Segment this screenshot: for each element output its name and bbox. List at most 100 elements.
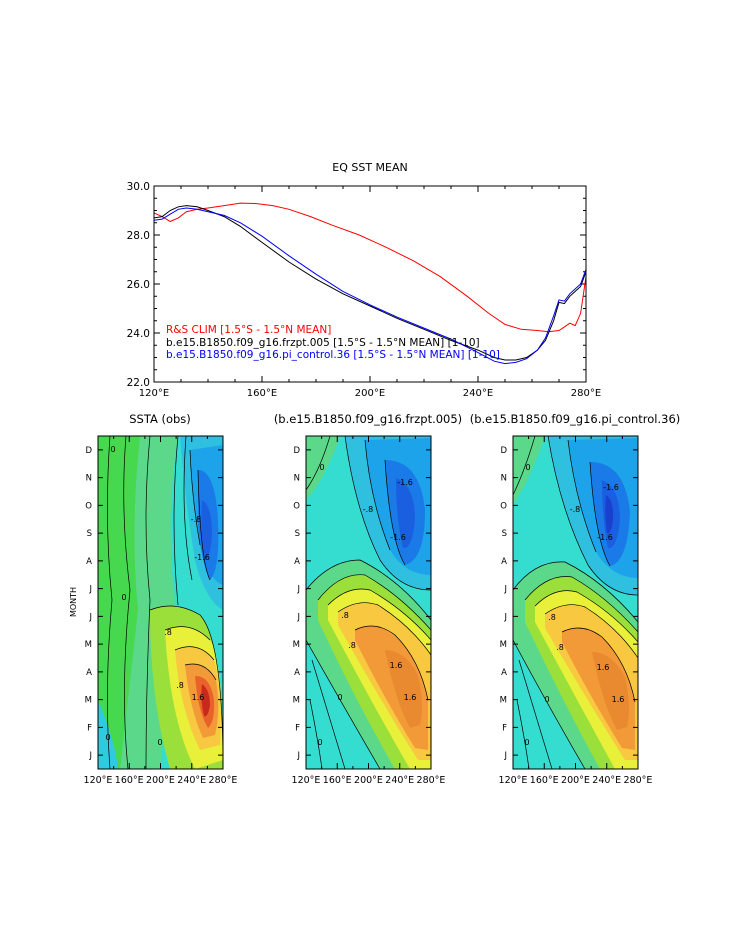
month-label: J — [88, 751, 92, 761]
month-label: J — [503, 612, 507, 622]
contour-label: -.8 — [191, 515, 202, 524]
heatmap-picontrol-title: (b.e15.B1850.f09_g16.pi_control.36) — [470, 412, 681, 426]
month-label: M — [500, 696, 507, 706]
contour-label: 0 — [105, 733, 110, 742]
contour-label: 1.6 — [404, 693, 417, 702]
month-label: D — [293, 446, 300, 456]
heatmap-panel-frzpt: (b.e15.B1850.f09_g16.frzpt.005) — [274, 412, 462, 786]
month-label: M — [85, 640, 92, 650]
y-tick-label: 24.0 — [127, 328, 150, 340]
heatmap-picontrol-field — [513, 436, 638, 769]
x-tick-label: 280°E — [417, 775, 446, 786]
month-label: O — [293, 501, 300, 511]
contour-label: 0 — [157, 738, 162, 747]
contour-label: 1.6 — [612, 695, 625, 704]
month-label: N — [501, 474, 507, 484]
heatmap-frzpt-field — [306, 436, 431, 769]
month-label: J — [296, 751, 300, 761]
month-label: M — [500, 640, 507, 650]
x-tick-label: 120°E — [499, 775, 528, 786]
heatmap-frzpt-title: (b.e15.B1850.f09_g16.frzpt.005) — [274, 412, 462, 426]
line-chart-axes: 120°E 160°E 200°E 240°E 280°E 22.0 24.0 26.0 28.… — [127, 181, 602, 399]
contour-label: .8 — [556, 643, 564, 652]
contour-label: 1.6 — [597, 663, 610, 672]
month-label: A — [501, 668, 507, 678]
contour-label: 0 — [337, 693, 342, 702]
month-label: A — [501, 557, 507, 567]
x-tick-label: 160°E — [115, 775, 144, 786]
contour-label: -1.6 — [597, 533, 613, 542]
month-label: M — [293, 640, 300, 650]
contour-label: .8 — [176, 681, 184, 690]
contour-label: 0 — [317, 738, 322, 747]
x-tick-label: 160°E — [247, 388, 277, 399]
contour-label: .8 — [348, 641, 356, 650]
heatmap-obs-axes: 120°E 160°E 200°E 240°E 280°E J F M A M J J A S O N D — [84, 436, 238, 786]
x-tick-label: 240°E — [463, 388, 493, 399]
legend-entry-1: R&S CLIM [1.5°S - 1.5°N MEAN] — [166, 324, 331, 336]
x-tick-label: 120°E — [84, 775, 113, 786]
heatmap-frzpt-axes: 120°E 160°E 200°E 240°E 280°E J F M A M J J A S O N D — [292, 436, 446, 786]
month-label: F — [295, 723, 300, 733]
contour-label: 1.6 — [192, 693, 205, 702]
month-label: D — [85, 446, 92, 456]
line-chart-frame — [153, 185, 587, 383]
x-tick-label: 120°E — [292, 775, 321, 786]
month-label: N — [294, 474, 300, 484]
heatmap-ylabel: MONTH — [69, 587, 78, 617]
contour-label: -1.6 — [194, 553, 210, 562]
legend-entry-3: b.e15.B1850.f09_g16.pi_control.36 [1.5°S… — [166, 349, 500, 361]
month-label: A — [294, 557, 300, 567]
x-tick-label: 200°E — [355, 388, 385, 399]
x-tick-label: 240°E — [385, 775, 414, 786]
series-line-3 — [154, 207, 586, 365]
contour-label: .8 — [164, 628, 172, 637]
month-label: A — [86, 557, 92, 567]
contour-label: 0 — [524, 738, 529, 747]
contour-label: .8 — [341, 611, 349, 620]
month-label: S — [502, 529, 507, 539]
x-tick-label: 240°E — [592, 775, 621, 786]
contour-label: .8 — [548, 613, 556, 622]
heatmap-obs-title: SSTA (obs) — [129, 412, 191, 426]
x-tick-label: 200°E — [354, 775, 383, 786]
legend: R&S CLIM [1.5°S - 1.5°N MEAN] b.e15.B185… — [166, 324, 500, 361]
y-tick-label: 30.0 — [127, 181, 150, 193]
contour-label: 0 — [544, 695, 549, 704]
contour-label: 0 — [110, 445, 115, 454]
month-label: J — [88, 612, 92, 622]
month-label: J — [503, 751, 507, 761]
month-label: D — [500, 446, 507, 456]
line-chart-series — [154, 202, 586, 365]
month-label: F — [87, 723, 92, 733]
x-tick-label: 200°E — [146, 775, 175, 786]
month-label: A — [294, 668, 300, 678]
contour-label: -1.6 — [603, 483, 619, 492]
series-line-2 — [154, 205, 586, 361]
heatmap-panel-obs: SSTA (obs) MONTH — [69, 412, 237, 786]
heatmap-frzpt-contour-labels: 0 -.8 -1.6 -1.6 .8 1.6 .8 0 1.6 0 — [317, 463, 416, 747]
contour-label: 0 — [121, 593, 126, 602]
contour-label: 1.6 — [390, 661, 403, 670]
line-chart-title: EQ SST MEAN — [332, 161, 407, 174]
month-label: S — [295, 529, 300, 539]
contour-label: -1.6 — [390, 533, 406, 542]
x-tick-label: 160°E — [323, 775, 352, 786]
y-tick-label: 22.0 — [127, 377, 150, 389]
y-tick-label: 26.0 — [127, 279, 150, 291]
heatmap-obs-field — [98, 436, 223, 769]
legend-entry-2: b.e15.B1850.f09_g16.frzpt.005 [1.5°S - 1… — [166, 337, 480, 349]
contour-label: 0 — [319, 463, 324, 472]
month-label: O — [500, 501, 507, 511]
month-label: M — [85, 696, 92, 706]
x-tick-label: 280°E — [571, 388, 601, 399]
month-label: M — [293, 696, 300, 706]
contour-label: -.8 — [363, 505, 374, 514]
month-label: N — [86, 474, 92, 484]
month-label: J — [88, 585, 92, 595]
month-label: F — [502, 723, 507, 733]
month-label: S — [87, 529, 92, 539]
x-tick-label: 280°E — [209, 775, 238, 786]
month-label: A — [86, 668, 92, 678]
